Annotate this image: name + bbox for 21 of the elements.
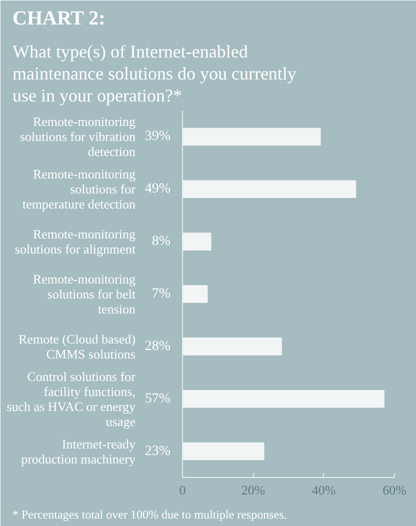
data-label: 23% [144,444,171,459]
text: * Percentages total over 100% due to multiple responses. [12,508,287,522]
chart-title: CHART 2: [12,8,106,30]
y-tick-label: Internet-ready production machinery [21,436,136,466]
x-tick-label: 0 [179,482,186,498]
y-tick-label: Remote-monitoring solutions for vibration detection [20,114,136,160]
y-tick-label: Remote (Cloud based) CMMS solutions [18,331,136,362]
data-label: 8% [152,234,171,250]
x-tick-label: 20% [241,482,266,498]
data-label: 7% [152,286,171,302]
y-tick-label: Remote-monitoring solutions for temperature detection [22,166,136,212]
data-label: 28% [144,338,171,354]
x-tick-label: 60% [382,482,407,498]
y-tick-label: Remote-monitoring solutions for belt tension [32,272,136,316]
data-label: 39% [144,129,171,144]
y-tick-label: Remote-monitoring solutions for alignment [14,226,136,257]
x-tick-label: 40% [312,482,336,498]
data-label: 49% [144,182,171,197]
y-tick-label: Control solutions for facility functions, such as HVAC or energy usage [6,368,136,429]
data-label: 57% [144,391,171,406]
chart-subtitle: What type(s) of Internet-enabled maintenance solutions do you currently use in your operation?* [12,42,296,106]
